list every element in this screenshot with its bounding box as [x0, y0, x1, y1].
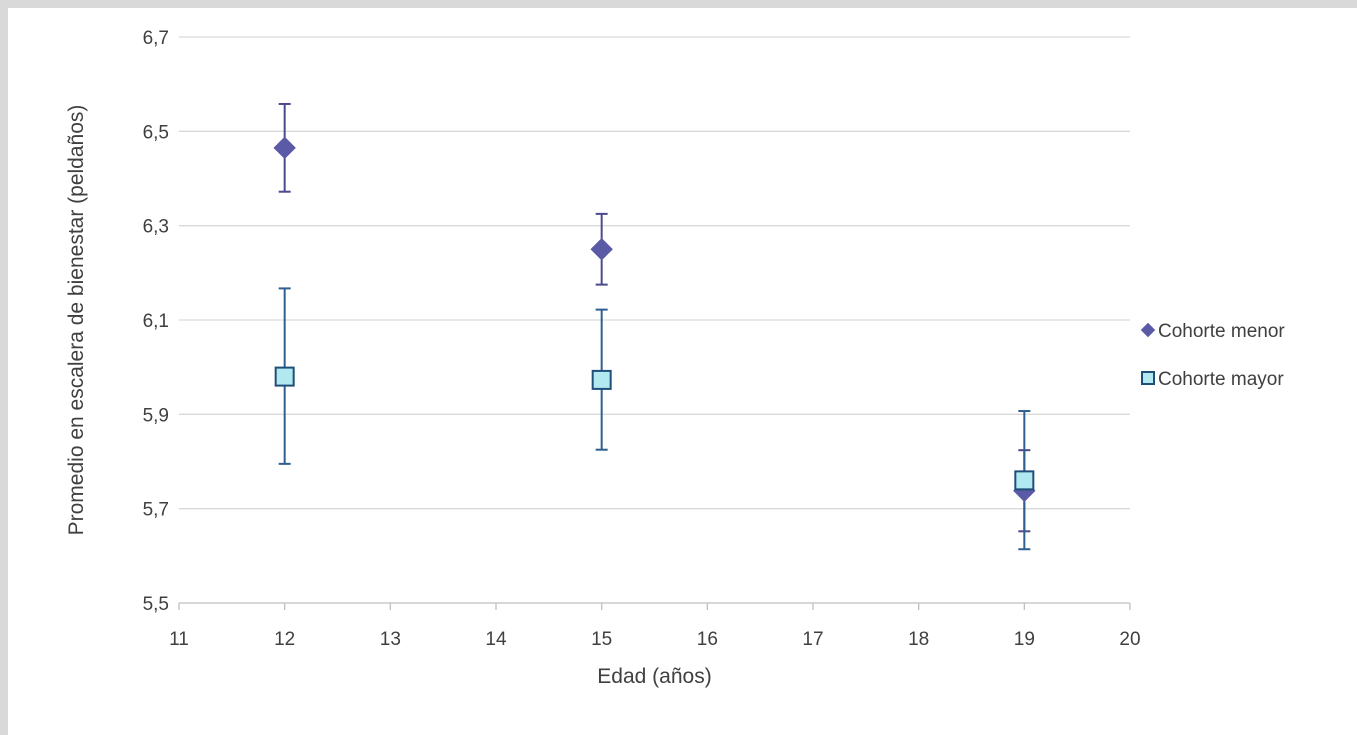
data-point-diamond: [590, 238, 613, 261]
legend-square-icon: [1141, 371, 1155, 385]
data-point-square: [591, 369, 612, 390]
legend-diamond-icon: [1140, 322, 1156, 338]
x-tick-label: 14: [485, 629, 507, 650]
x-tick-label: 19: [1014, 629, 1035, 650]
data-point-diamond: [273, 136, 296, 160]
legend: Cohorte menor Cohorte mayor: [1140, 321, 1285, 390]
x-tick-label: 13: [380, 629, 401, 650]
x-tick-label: 11: [169, 629, 189, 650]
y-axis-title: Promedio en escalera de bienestar (pelda…: [65, 105, 88, 536]
x-axis-ticks: 11 12 13 14 15 16 17 18 19 20: [169, 603, 1141, 650]
y-tick-label: 6,7: [143, 28, 169, 49]
y-tick-label: 5,5: [143, 594, 169, 615]
x-tick-label: 17: [802, 629, 823, 650]
x-tick-label: 12: [274, 629, 295, 650]
x-tick-label: 18: [908, 629, 929, 650]
y-tick-label: 5,7: [143, 500, 169, 521]
y-tick-label: 6,1: [143, 311, 169, 332]
y-axis-ticks: 5,5 5,7 5,9 6,1 6,3 6,5 6,7: [143, 28, 169, 615]
y-tick-label: 6,5: [143, 122, 169, 143]
gridlines: [179, 36, 1130, 604]
legend-label: Cohorte menor: [1158, 321, 1285, 342]
x-tick-label: 16: [697, 629, 718, 650]
x-tick-label: 15: [591, 629, 612, 650]
x-axis-title: Edad (años): [597, 665, 711, 688]
data-point-square: [274, 366, 295, 387]
data-marks: [273, 102, 1036, 551]
y-tick-label: 5,9: [143, 405, 169, 426]
x-tick-label: 20: [1119, 629, 1140, 650]
legend-label: Cohorte mayor: [1158, 369, 1284, 390]
y-tick-label: 6,3: [143, 217, 169, 238]
data-point-square: [1014, 470, 1035, 491]
